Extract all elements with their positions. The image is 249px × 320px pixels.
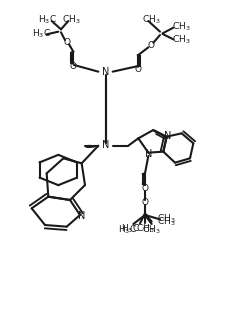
Text: H$_3$C: H$_3$C [32, 27, 51, 40]
Text: H$_3$C: H$_3$C [118, 223, 137, 236]
Text: N: N [164, 131, 171, 141]
Text: CH$_3$: CH$_3$ [142, 223, 161, 236]
Text: CH$_3$: CH$_3$ [157, 215, 176, 228]
Text: O: O [70, 61, 77, 70]
Text: CH$_3$: CH$_3$ [172, 20, 191, 33]
Text: O: O [141, 184, 148, 193]
Text: H$_3$C: H$_3$C [38, 13, 57, 26]
Text: N: N [78, 211, 85, 221]
Text: CH$_3$: CH$_3$ [172, 34, 191, 46]
Text: O: O [134, 65, 141, 74]
Text: CH$_3$: CH$_3$ [142, 13, 161, 26]
Text: N: N [102, 67, 109, 77]
Text: CH$_3$: CH$_3$ [157, 212, 176, 225]
Text: O: O [141, 198, 148, 207]
Text: N: N [102, 140, 109, 150]
Text: O: O [147, 41, 154, 50]
Text: O: O [64, 38, 71, 47]
Text: N: N [145, 149, 152, 159]
Text: CH$_3$: CH$_3$ [136, 222, 154, 235]
Text: H$_3$C: H$_3$C [121, 222, 139, 235]
Text: CH$_3$: CH$_3$ [62, 13, 80, 26]
